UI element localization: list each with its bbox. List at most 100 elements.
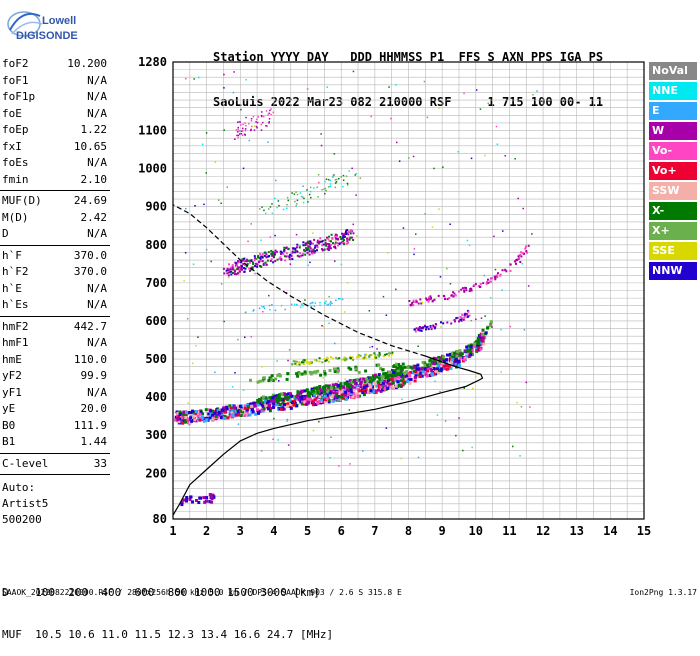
trace-point — [437, 294, 440, 297]
trace-point — [309, 241, 312, 244]
trace-point — [482, 342, 486, 346]
trace-point — [449, 366, 453, 370]
trace-point — [284, 259, 287, 262]
trace-point — [260, 260, 263, 263]
trace-point — [270, 258, 273, 261]
param-row: D N/A — [0, 226, 110, 243]
trace-point — [420, 329, 423, 332]
trace-point — [237, 137, 239, 139]
trace-point — [236, 131, 239, 133]
trace-point — [230, 411, 234, 415]
trace-point — [218, 408, 222, 412]
trace-point — [300, 195, 303, 198]
trace-point — [433, 359, 436, 363]
noise-point — [273, 417, 275, 420]
trace-point — [501, 269, 504, 272]
trace-point — [406, 379, 410, 383]
noise-point — [247, 240, 249, 243]
noise-point — [475, 89, 478, 91]
trace-point — [295, 250, 297, 253]
trace-point — [308, 253, 311, 256]
trace-point — [268, 402, 272, 405]
trace-point — [242, 123, 244, 126]
trace-point — [211, 409, 214, 413]
trace-point — [177, 420, 181, 424]
trace-point — [283, 249, 286, 251]
trace-point — [370, 354, 373, 357]
noise-point — [400, 457, 403, 460]
trace-point — [181, 421, 185, 425]
trace-point — [262, 121, 264, 124]
trace-point — [286, 196, 289, 199]
trace-point — [366, 376, 370, 380]
trace-point — [424, 369, 428, 373]
param-row: yF2 99.9 — [0, 368, 110, 385]
param-separator — [0, 452, 110, 454]
trace-point — [262, 395, 266, 399]
trace-point — [394, 362, 398, 366]
trace-point — [241, 265, 243, 268]
trace-point — [261, 206, 263, 208]
noise-point — [242, 167, 245, 170]
trace-point — [341, 242, 344, 244]
trace-point — [225, 269, 228, 272]
trace-point — [256, 263, 259, 266]
noise-point — [277, 439, 279, 441]
trace-point — [312, 301, 314, 304]
trace-point — [228, 411, 232, 415]
chart-tick-labels: 1 2 3 4 5 6 7 8 9 10 11 12 13 14 158020030040050060070… — [138, 55, 651, 538]
trace-point — [267, 251, 270, 254]
trace-point — [268, 121, 270, 123]
param-name: hmE — [2, 352, 22, 366]
trace-point — [323, 369, 326, 373]
trace-point — [442, 355, 446, 359]
param-row: h`F 370.0 — [0, 248, 110, 265]
trace-point — [237, 405, 241, 409]
trace-point — [190, 419, 194, 423]
noise-point — [240, 108, 242, 111]
param-value: 370.0 — [73, 248, 107, 262]
trace-point — [430, 368, 433, 372]
noise-point — [227, 276, 230, 279]
noise-point — [191, 362, 194, 365]
param-row: yE 20.0 — [0, 401, 110, 418]
param-value: N/A — [87, 281, 107, 295]
trace-point — [334, 243, 336, 246]
trace-point — [477, 345, 481, 349]
trace-point — [475, 349, 479, 352]
trace-point — [251, 125, 253, 128]
noise-point — [387, 252, 389, 254]
trace-point — [197, 410, 201, 414]
trace-point — [256, 398, 260, 402]
noise-point — [484, 315, 486, 317]
param-value: 110.0 — [73, 352, 107, 366]
trace-point — [397, 383, 401, 387]
noise-point — [531, 233, 533, 235]
trace-point — [387, 352, 390, 355]
noise-point — [501, 289, 503, 291]
trace-point — [324, 302, 326, 305]
trace-point — [356, 392, 360, 396]
trace-point — [391, 381, 395, 385]
trace-point — [342, 185, 344, 188]
noise-point — [320, 144, 323, 147]
param-name: foF2 — [2, 57, 29, 70]
noise-point — [233, 71, 235, 73]
trace-point — [434, 326, 437, 329]
trace-point — [415, 372, 419, 376]
trace-point — [335, 356, 338, 359]
trace-point — [452, 363, 456, 367]
trace-point — [367, 389, 371, 393]
trace-point — [310, 248, 313, 251]
trace-point — [213, 411, 217, 415]
trace-point — [408, 300, 411, 302]
trace-point — [310, 250, 313, 253]
trace-point — [392, 369, 396, 373]
trace-point — [356, 356, 359, 359]
trace-point — [321, 244, 324, 247]
trace-point — [230, 408, 234, 412]
trace-point — [303, 370, 307, 374]
trace-point — [412, 371, 415, 375]
trace-point — [180, 500, 184, 504]
param-row: foF1 N/A — [0, 73, 110, 90]
